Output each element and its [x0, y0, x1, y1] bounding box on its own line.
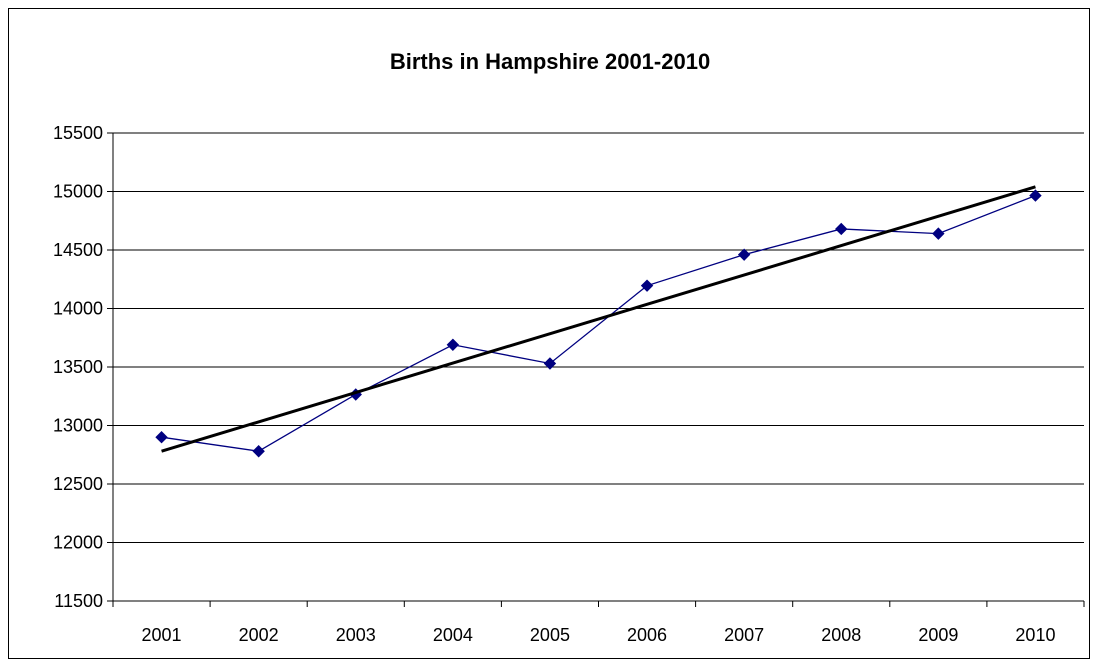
data-point — [543, 357, 557, 370]
x-tick-label: 2007 — [724, 625, 764, 645]
data-point — [640, 279, 654, 292]
chart-plot: 11500 12000 12500 13000 13500 14000 14500 15000… — [53, 123, 1085, 645]
y-tick-label: 15000 — [53, 182, 103, 202]
data-point — [252, 445, 265, 458]
chart-title: Births in Hampshire 2001-2010 — [389, 49, 711, 74]
data-point — [835, 222, 848, 236]
y-tick-label: 15500 — [53, 123, 103, 143]
x-tick-label: 2010 — [1015, 625, 1055, 645]
data-point — [155, 430, 168, 444]
chart-area: Births in Hampshire 2001-2010 11500 12000… — [8, 8, 1090, 659]
x-tick-label: 2008 — [821, 625, 861, 645]
trendline — [161, 185, 1036, 453]
y-tick-label: 12000 — [53, 533, 103, 553]
y-tick-label: 13500 — [53, 357, 103, 377]
x-tick-label: 2002 — [239, 625, 279, 645]
y-tick-label: 13000 — [53, 416, 103, 436]
data-point — [737, 248, 751, 261]
x-tick-label: 2004 — [433, 625, 473, 645]
data-point — [446, 338, 460, 351]
x-tick-label: 2005 — [530, 625, 570, 645]
x-tick-label: 2003 — [336, 625, 376, 645]
y-tick-label: 14000 — [53, 299, 103, 319]
data-point — [1029, 189, 1042, 202]
x-tick-label: 2006 — [627, 625, 667, 645]
x-tick-label: 2001 — [142, 625, 182, 645]
y-tick-label: 14500 — [53, 240, 103, 260]
y-tick-label: 12500 — [53, 474, 103, 494]
data-point — [932, 227, 945, 240]
x-tick-label: 2009 — [918, 625, 958, 645]
y-tick-label: 11500 — [54, 591, 103, 611]
